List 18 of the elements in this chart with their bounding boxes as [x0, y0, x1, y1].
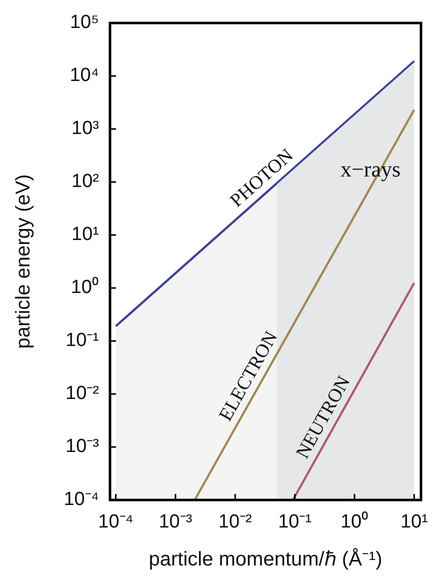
y-tick-label: 10³ — [72, 118, 99, 140]
y-tick-label: 10⁵ — [70, 12, 99, 34]
y-tick-label: 10⁻¹ — [66, 330, 99, 352]
y-tick-label: 10² — [72, 171, 99, 192]
y-tick-label: 10⁻² — [66, 383, 99, 404]
x-tick-label: 10⁻³ — [158, 512, 192, 533]
x-tick-label: 10⁻² — [218, 512, 252, 533]
y-tick-label: 10⁻³ — [66, 436, 99, 458]
y-tick-label: 10⁻⁴ — [64, 489, 99, 510]
y-tick-label: 10⁰ — [70, 276, 99, 298]
y-tick-label: 10⁴ — [70, 65, 99, 86]
x-tick-label: 10⁰ — [340, 510, 369, 533]
x-tick-label: 10⁻¹ — [278, 512, 312, 533]
x-tick-label: 10¹ — [400, 512, 428, 533]
x-axis-title: particle momentum/ℏ (Å⁻¹) — [148, 548, 382, 571]
y-tick-label: 10¹ — [72, 224, 99, 246]
x-tick-label: 10⁻⁴ — [98, 512, 134, 533]
y-axis-title: particle energy (eV) — [12, 174, 35, 349]
